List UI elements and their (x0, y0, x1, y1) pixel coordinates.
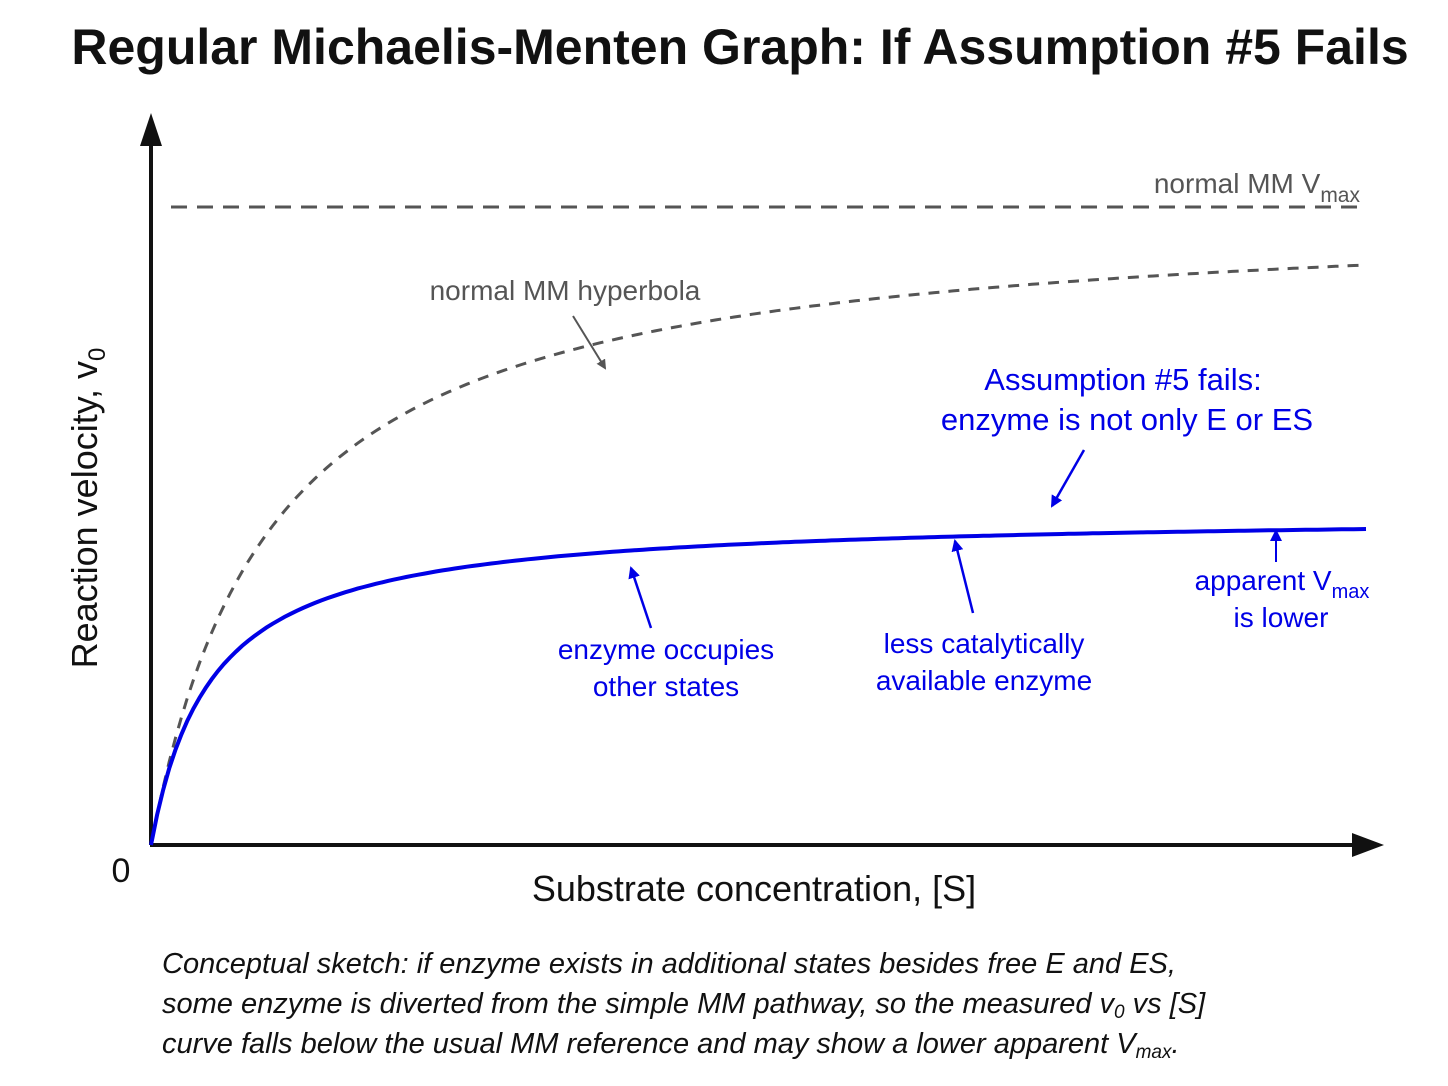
y-axis-label: Reaction velocity, v0 (64, 348, 111, 669)
normal-vmax-label-main: normal MM V (1154, 168, 1321, 199)
caption-line-3-a: curve falls below the usual MM reference… (162, 1028, 1136, 1060)
caption-line-2-a: some enzyme is diverted from the simple … (162, 988, 1115, 1020)
enzyme-occupies-arrow (628, 566, 653, 629)
apparent-vmax-label-line2: is lower (1234, 602, 1329, 633)
less-available-arrow (951, 539, 975, 614)
normal-vmax-label: normal MM Vmax (1154, 168, 1361, 207)
apparent-vmax-main: apparent V (1195, 565, 1332, 596)
caption-line-3: curve falls below the usual MM reference… (162, 1024, 1362, 1064)
y-axis-label-main: Reaction velocity, v (64, 361, 105, 668)
apparent-vmax-sub: max (1332, 581, 1370, 603)
x-axis-label: Substrate concentration, [S] (532, 868, 976, 909)
less-available-label-line2: available enzyme (876, 665, 1092, 696)
chart-title: Regular Michaelis-Menten Graph: If Assum… (71, 19, 1408, 75)
caption-line-2: some enzyme is diverted from the simple … (162, 984, 1362, 1024)
assumption-fails-label-line1: Assumption #5 fails: (984, 362, 1261, 397)
hyperbola-arrow (572, 315, 607, 370)
y-axis-label-sub: 0 (84, 348, 111, 361)
caption-line-2-sub: 0 (1114, 1002, 1125, 1023)
assumption-fails-label-line2: enzyme is not only E or ES (941, 402, 1313, 437)
normal-mm-hyperbola-label: normal MM hyperbola (430, 275, 701, 306)
normal-mm-hyperbola-curve (149, 263, 1367, 846)
caption-line-2-b: vs [S] (1124, 988, 1206, 1020)
assumption-fails-curve (149, 527, 1367, 846)
apparent-vmax-label-line1: apparent Vmax (1195, 565, 1370, 603)
caption-line-1: Conceptual sketch: if enzyme exists in a… (162, 948, 1176, 980)
y-axis-arrowhead (140, 113, 162, 146)
origin-label: 0 (112, 852, 131, 890)
normal-vmax-label-sub: max (1320, 184, 1360, 207)
assumption-arrow (1050, 449, 1086, 508)
figure-caption: Conceptual sketch: if enzyme exists in a… (162, 944, 1362, 1064)
caption-line-3-b: . (1171, 1028, 1180, 1060)
x-axis-arrowhead (1352, 833, 1384, 857)
mm-chart: Regular Michaelis-Menten Graph: If Assum… (64, 19, 1409, 909)
enzyme-occupies-label-line2: other states (593, 671, 739, 702)
less-available-label-line1: less catalytically (884, 628, 1085, 659)
caption-line-3-sub: max (1135, 1042, 1172, 1063)
enzyme-occupies-label-line1: enzyme occupies (558, 634, 774, 665)
